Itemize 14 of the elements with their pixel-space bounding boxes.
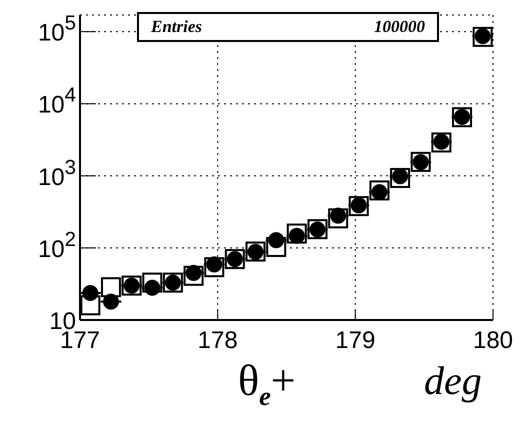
text: deg [424, 358, 482, 404]
annotation: 100000 [374, 17, 425, 37]
y-tick-label: 10$^{4}$ [38, 84, 76, 119]
y-tick-label: 10$^{3}$ [38, 156, 76, 191]
annotation: Entries [151, 17, 202, 37]
point [100, 277, 121, 298]
y-tick-label: 10$^{2}$ [38, 228, 76, 263]
x-tick-label: 180 [472, 327, 514, 354]
point [82, 284, 98, 301]
y-tick-label: 10$^{5}$ [38, 12, 76, 47]
x-axis-title: θ$_{e}$+ [238, 356, 296, 413]
point [102, 294, 119, 310]
x-tick-label: 178 [198, 327, 238, 354]
x-tick-label: 179 [335, 327, 376, 354]
